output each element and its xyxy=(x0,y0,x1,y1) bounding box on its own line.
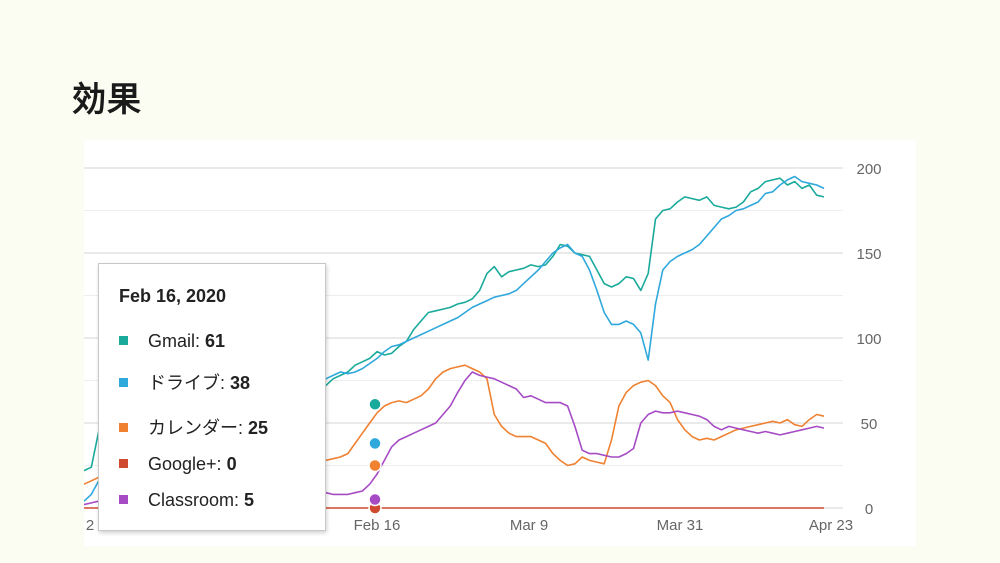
hover-point-drive xyxy=(368,436,382,451)
tooltip-date: Feb 16, 2020 xyxy=(119,286,227,306)
tooltip-label: Google+: xyxy=(148,454,227,474)
y-tick-label: 200 xyxy=(856,161,881,178)
y-tick-label: 0 xyxy=(865,501,873,518)
tooltip-label: Classroom: xyxy=(148,490,245,510)
legend-swatch-classroom xyxy=(119,494,128,504)
line-chart: 0 50 100 150 200 2 Feb 16 Mar 9 Mar 31 Apr 23 Feb… xyxy=(84,140,916,546)
tooltip-value: 0 xyxy=(226,454,237,474)
tooltip-label: Gmail: xyxy=(148,331,206,351)
tooltip-label: カレンダー: xyxy=(148,418,249,438)
legend-swatch-gmail xyxy=(119,335,128,345)
tooltip-row-googleplus: Google+: 0 xyxy=(119,454,237,475)
tooltip-value: 25 xyxy=(248,418,269,438)
tooltip-label: ドライブ: xyxy=(148,373,231,393)
hover-point-calendar xyxy=(368,458,382,473)
x-tick-label: Mar 31 xyxy=(657,517,704,534)
tooltip-value: 5 xyxy=(244,490,255,510)
y-tick-label: 150 xyxy=(856,246,881,263)
x-tick-label: Mar 9 xyxy=(510,517,548,534)
tooltip-value: 61 xyxy=(205,331,226,351)
hover-point-classroom xyxy=(368,492,382,507)
tooltip-row-gmail: Gmail: 61 xyxy=(119,331,225,352)
x-tick-label: Apr 23 xyxy=(809,517,853,534)
tooltip-row-calendar: カレンダー: 25 xyxy=(119,414,268,440)
hover-point-gmail xyxy=(368,397,382,412)
legend-swatch-googleplus xyxy=(119,458,128,468)
legend-swatch-calendar xyxy=(119,422,128,432)
slide-title: 効果 xyxy=(72,80,142,120)
tooltip-row-classroom: Classroom: 5 xyxy=(119,490,254,511)
y-tick-label: 100 xyxy=(856,331,881,348)
tooltip-value: 38 xyxy=(230,373,251,393)
chart-tooltip: Feb 16, 2020 Gmail: 61 ドライブ: 38 カレンダー: 2… xyxy=(98,263,326,531)
legend-swatch-drive xyxy=(119,377,128,387)
tooltip-row-drive: ドライブ: 38 xyxy=(119,369,250,395)
x-tick-label: 2 xyxy=(86,517,94,534)
x-tick-label: Feb 16 xyxy=(354,517,401,534)
y-tick-label: 50 xyxy=(861,416,878,433)
